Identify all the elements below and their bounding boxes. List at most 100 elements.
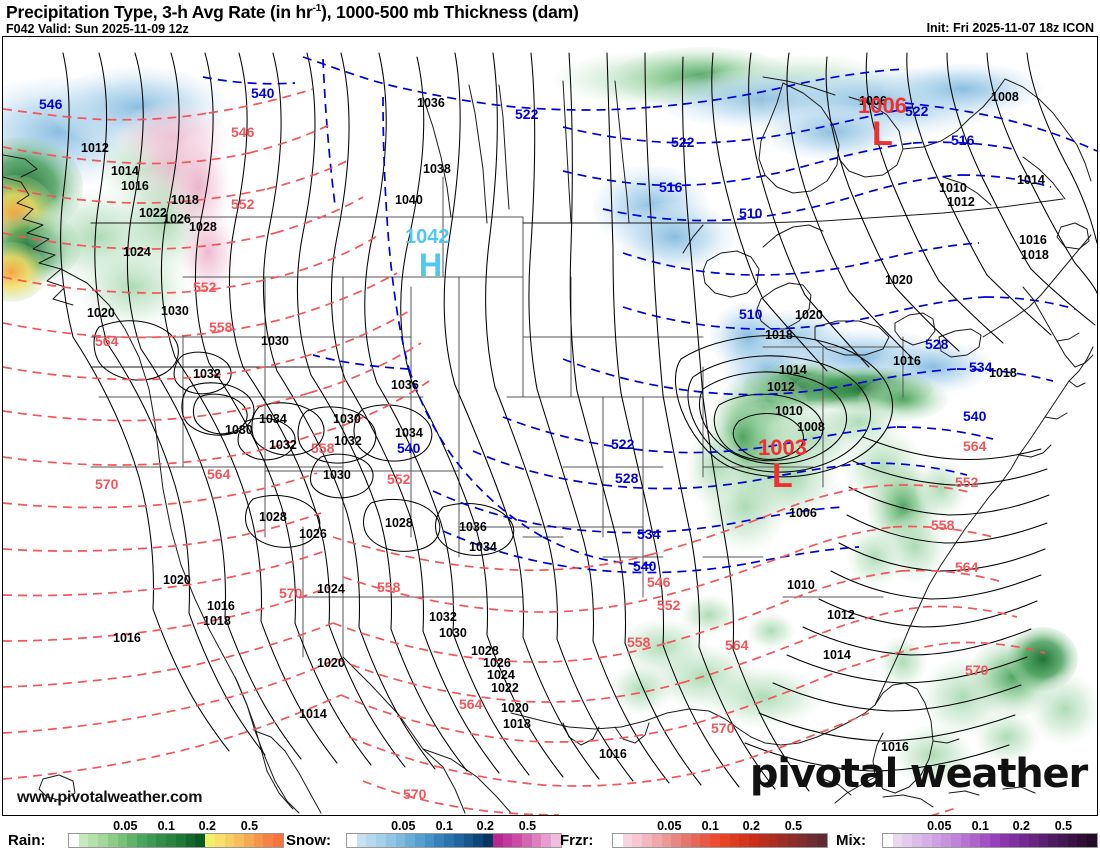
isobar-label: 1018 xyxy=(989,366,1017,380)
legend-swatch xyxy=(463,834,474,847)
pressure-center-value: 1003 xyxy=(758,435,807,460)
legend-swatch xyxy=(778,834,788,847)
legend-swatch xyxy=(807,834,818,847)
legend-swatch xyxy=(622,834,633,847)
legend-swatch xyxy=(700,834,711,847)
thickness-blue-layer xyxy=(202,56,1097,574)
isobar-label: 1020 xyxy=(87,306,115,320)
legend-colorbar-mix xyxy=(882,833,1098,848)
thickness-label-warm: 558 xyxy=(931,517,955,533)
legend-swatch xyxy=(137,834,147,847)
isobar-label: 1022 xyxy=(491,681,519,695)
isobar-label: 1010 xyxy=(939,181,967,195)
isobar-label: 1040 xyxy=(395,193,423,207)
thickness-label-warm: 558 xyxy=(209,319,233,335)
legend-tick-label: 0.1 xyxy=(435,819,453,833)
thickness-label-cold: 540 xyxy=(251,85,275,101)
thickness-label-cold: 540 xyxy=(397,440,421,456)
legend-swatch xyxy=(424,834,435,847)
isobar-label: 1020 xyxy=(163,573,191,587)
thickness-label-warm: 564 xyxy=(207,466,231,482)
map-graphics xyxy=(3,37,1097,815)
legend-tick-label: 0.5 xyxy=(1054,819,1073,833)
legend-swatch xyxy=(347,834,357,847)
legend-swatch xyxy=(758,834,769,847)
legend-scale-snow: Snow: 0.05 0.1 0.2 0.5 xyxy=(286,818,562,850)
thickness-label-warm: 552 xyxy=(387,471,411,487)
isobar-label: 1036 xyxy=(459,520,487,534)
legend-swatch xyxy=(243,834,254,847)
legend-swatch xyxy=(1077,834,1088,847)
isobar-label: 1024 xyxy=(123,245,151,259)
legend-swatch xyxy=(980,834,990,847)
isobar-label: 1014 xyxy=(299,707,327,721)
legend-ticks-rain: 0.05 0.1 0.2 0.5 xyxy=(68,819,284,833)
map-canvas[interactable]: 1012 1014 1016 1018 1022 1026 1028 1024 1020 1030… xyxy=(2,36,1098,816)
isobar-label: 1012 xyxy=(767,380,795,394)
legend-swatch xyxy=(205,834,215,847)
legend-swatch xyxy=(415,834,425,847)
isobar-label: 1014 xyxy=(779,363,807,377)
thickness-red-layer xyxy=(3,88,1046,815)
isobar-label: 1024 xyxy=(487,668,515,682)
legend-swatch xyxy=(817,834,827,847)
thickness-label-warm: 570 xyxy=(403,786,427,802)
isobar-label: 1034 xyxy=(395,426,423,440)
isobar-label: 1030 xyxy=(161,304,189,318)
legend-swatch xyxy=(492,834,503,847)
legend-swatch xyxy=(1038,834,1049,847)
thickness-label-cold: 534 xyxy=(969,359,993,375)
legend-swatch xyxy=(214,834,225,847)
thickness-label-cold: 534 xyxy=(637,526,661,542)
legend-label-snow: Snow: xyxy=(286,832,331,849)
isobar-label: 1016 xyxy=(1019,233,1047,247)
legend-swatch xyxy=(78,834,89,847)
legend-swatch xyxy=(719,834,730,847)
thickness-label-warm: 564 xyxy=(955,559,979,575)
watermark: pivotal weather xyxy=(749,751,1088,797)
legend-swatch xyxy=(951,834,961,847)
page-title: Precipitation Type, 3-h Avg Rate (in hr-… xyxy=(6,2,579,22)
legend-swatch xyxy=(253,834,264,847)
thickness-label-cold: 522 xyxy=(905,103,929,119)
legend-bar: Rain: 0.05 0.1 0.2 0.5 Snow: 0.05 0.1 0.2 0.5 … xyxy=(0,818,1100,850)
isobar-label: 1034 xyxy=(469,540,497,554)
isobar-layer xyxy=(60,52,1097,792)
isobar-label: 1020 xyxy=(317,656,345,670)
legend-swatch xyxy=(1087,834,1097,847)
legend-swatch xyxy=(453,834,464,847)
legend-swatch xyxy=(434,834,445,847)
legend-swatch xyxy=(531,834,542,847)
legend-tick-label: 0.5 xyxy=(240,819,259,833)
legend-tick-label: 0.05 xyxy=(391,819,416,833)
isobar-label: 1024 xyxy=(317,582,345,596)
legend-swatch xyxy=(405,834,416,847)
isobar-label: 1014 xyxy=(823,648,851,662)
isobar-label: 1032 xyxy=(269,438,297,452)
thickness-label-warm: 558 xyxy=(311,440,335,456)
thickness-label-warm: 546 xyxy=(647,574,671,590)
legend-swatch xyxy=(156,834,167,847)
legend-swatch xyxy=(88,834,99,847)
isobar-label: 1006 xyxy=(859,94,887,108)
isobar-label: 1032 xyxy=(334,434,362,448)
thickness-label-warm: 570 xyxy=(279,585,303,601)
isobar-label: 1018 xyxy=(765,328,793,342)
legend-swatch xyxy=(483,834,493,847)
header-bar: Precipitation Type, 3-h Avg Rate (in hr-… xyxy=(0,0,1100,36)
legend-tick-label: 0.5 xyxy=(784,819,803,833)
legend-swatch xyxy=(912,834,922,847)
legend-swatch xyxy=(902,834,913,847)
thickness-label-cold: 522 xyxy=(611,436,635,452)
legend-swatch xyxy=(512,834,522,847)
isobar-label: 1028 xyxy=(471,644,499,658)
thickness-label-warm: 552 xyxy=(657,597,681,613)
legend-swatch xyxy=(1057,834,1068,847)
isobar-label: 1026 xyxy=(483,656,511,670)
isobar-label: 1012 xyxy=(81,141,109,155)
thickness-label-warm: 570 xyxy=(965,662,989,678)
legend-label-rain: Rain: xyxy=(8,832,46,849)
geography-layer xyxy=(3,76,1094,814)
thickness-label-cold: 522 xyxy=(515,106,539,122)
